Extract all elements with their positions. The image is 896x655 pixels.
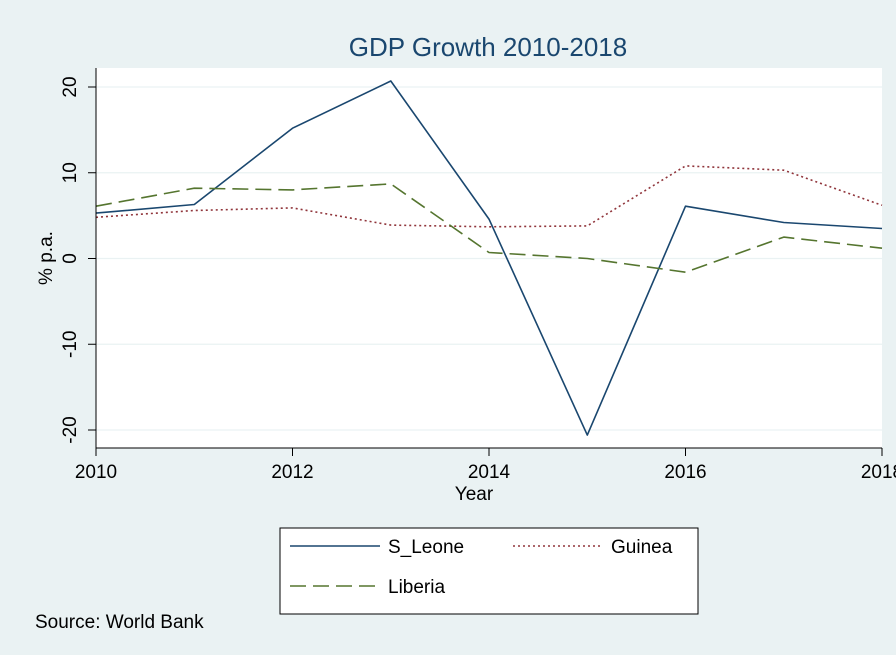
x-tick-label: 2016	[664, 462, 706, 483]
y-tick-label: 10	[60, 162, 81, 183]
legend-label-s-leone: S_Leone	[388, 537, 464, 558]
source-note: Source: World Bank	[35, 612, 204, 633]
y-tick-label: 20	[60, 76, 81, 97]
y-tick-label: -10	[60, 331, 81, 358]
x-tick-label: 2014	[468, 462, 511, 483]
legend-label-guinea: Guinea	[611, 537, 673, 558]
legend-label-liberia: Liberia	[388, 577, 445, 598]
series-lines	[95, 80, 883, 436]
y-tick-label: -20	[60, 416, 81, 443]
legend: S_Leone Guinea Liberia	[279, 527, 699, 615]
y-axis-title: % p.a.	[36, 231, 57, 285]
x-tick-label: 2018	[861, 462, 896, 483]
series-line-s-leone	[95, 80, 883, 436]
legend-box	[279, 527, 699, 615]
x-tick-label: 2012	[271, 462, 313, 483]
series-line-guinea	[95, 165, 883, 228]
chart-title: GDP Growth 2010-2018	[349, 32, 627, 62]
y-tick-label: 0	[60, 253, 81, 264]
x-axis-title: Year	[455, 484, 494, 505]
gridlines	[96, 86, 882, 431]
x-tick-label: 2010	[75, 462, 117, 483]
y-axis-ticks: 20 10 0 -10 -20	[60, 76, 96, 444]
x-axis-ticks: 2010 2012 2014 2016 2018	[75, 448, 896, 483]
series-line-liberia	[95, 183, 883, 274]
